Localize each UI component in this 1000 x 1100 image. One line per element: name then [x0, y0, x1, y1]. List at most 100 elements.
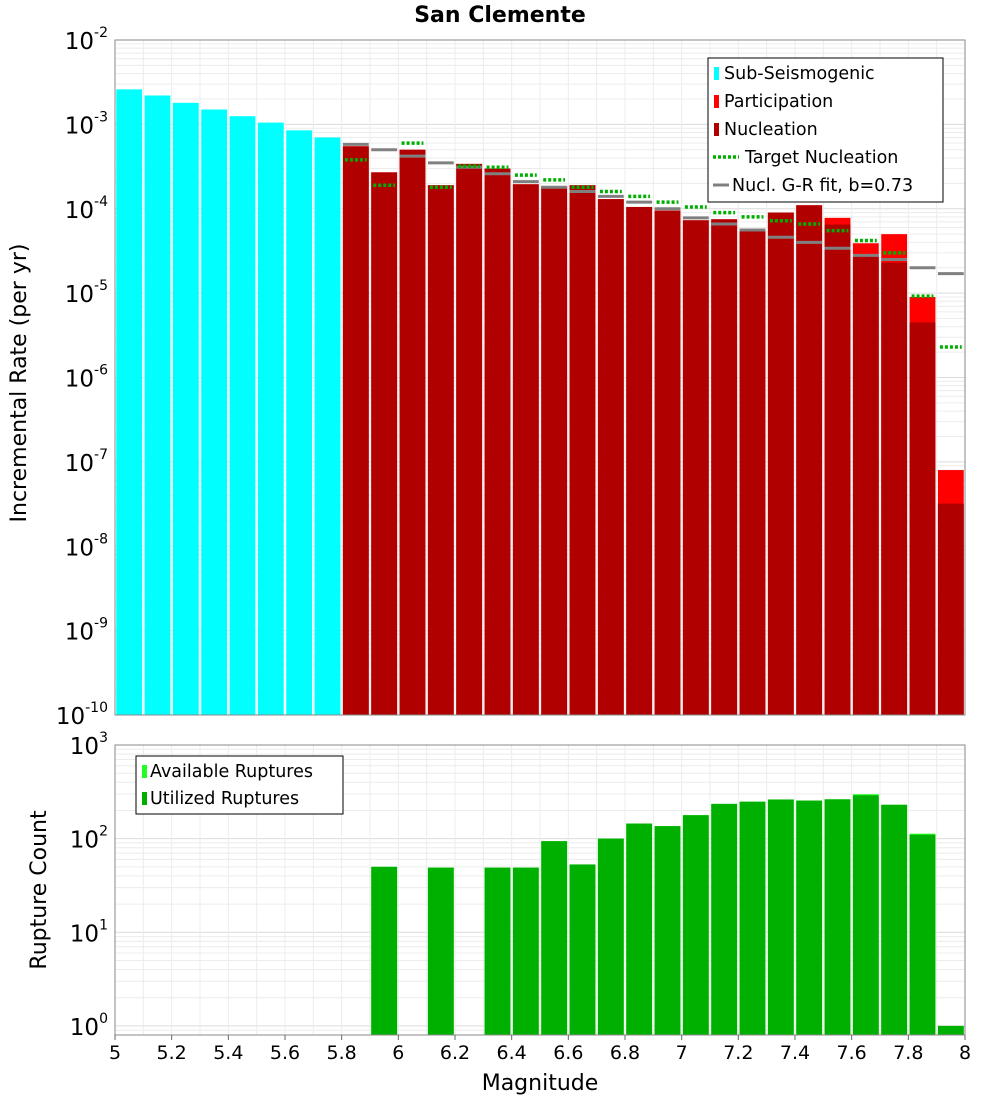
utilized-ruptures-bar: [739, 801, 766, 1035]
tick-base: 10: [65, 113, 94, 139]
chart-title: San Clemente: [414, 3, 586, 28]
tick-exponent: -3: [94, 109, 108, 125]
utilized-ruptures-bar: [909, 834, 936, 1035]
tick-base: 10: [56, 704, 85, 730]
tick-base: 10: [65, 451, 94, 477]
rate-y-tick-label: 10-9: [65, 616, 108, 646]
x-tick-label: 7.2: [723, 1042, 753, 1064]
tick-exponent: 3: [99, 730, 108, 746]
tick-base: 10: [65, 367, 94, 393]
tick-exponent: 0: [99, 1011, 108, 1027]
utilized-ruptures-bar: [597, 838, 624, 1035]
nucleation-bar: [937, 503, 964, 715]
nucleation-bar: [767, 212, 794, 716]
sub-seismogenic-bar: [286, 130, 313, 716]
legend-label: Utilized Ruptures: [150, 789, 299, 809]
rupture-y-tick-label: 102: [70, 824, 108, 854]
sub-seismogenic-bar: [257, 122, 284, 715]
x-tick-label: 7.8: [893, 1042, 923, 1064]
rate-y-axis-label: Incremental Rate (per yr): [7, 244, 32, 523]
x-tick-label: 6: [392, 1042, 404, 1064]
utilized-ruptures-bar: [682, 815, 709, 1035]
tick-base: 10: [65, 535, 94, 561]
nucleation-bar: [711, 219, 738, 716]
tick-base: 10: [65, 29, 94, 55]
legend-label: Target Nucleation: [744, 148, 898, 168]
tick-exponent: -6: [94, 363, 108, 379]
tick-exponent: 2: [99, 824, 108, 840]
legend-label: Participation: [724, 92, 833, 112]
rate-y-ticks: 10-210-310-410-510-610-710-810-910-10: [56, 25, 108, 730]
x-tick-label: 5: [109, 1042, 121, 1064]
utilized-ruptures-bar: [484, 867, 511, 1035]
utilized-ruptures-bar: [371, 866, 398, 1035]
nucleation-bar: [484, 168, 511, 715]
legend-swatch: [714, 95, 719, 108]
rupture-grid: [114, 745, 966, 1036]
tick-exponent: 1: [99, 917, 108, 933]
utilized-ruptures-bar: [711, 803, 738, 1035]
nucleation-bar: [796, 205, 823, 715]
tick-base: 10: [70, 828, 99, 854]
legend-swatch: [714, 67, 719, 80]
rate-legend: Sub-Seismogenic Participation Nucleation Ta…: [707, 57, 944, 203]
tick-base: 10: [70, 1015, 99, 1041]
nucleation-bar: [909, 322, 936, 715]
magnitude-x-ticks: 5 5.2 5.4 5.6 5.8 6 6.2 6.4 6.6 6.8 7 7.2 7.4 7.6 7.8 8: [109, 1035, 971, 1064]
rupture-y-tick-label: 100: [70, 1011, 108, 1041]
sub-seismogenic-bar: [116, 89, 143, 715]
rate-y-tick-label: 10-2: [65, 25, 108, 55]
rate-y-tick-label: 10-10: [56, 700, 108, 730]
utilized-ruptures-bar: [881, 804, 908, 1035]
tick-exponent: -4: [94, 194, 108, 210]
nucleation-bar: [371, 172, 398, 715]
x-tick-label: 6.4: [497, 1042, 527, 1064]
rate-panel: 10-210-310-410-510-610-710-810-910-10 Sa…: [7, 3, 966, 730]
rate-y-tick-label: 10-5: [65, 278, 108, 308]
nucleation-bar: [881, 262, 908, 715]
rupture-y-tick-label: 103: [70, 730, 108, 760]
rupture-y-tick-label: 101: [70, 917, 108, 947]
legend-label: Nucleation: [724, 120, 818, 140]
nucleation-bar: [597, 199, 624, 715]
rupture-plot-border: [114, 744, 966, 1036]
x-tick-label: 6.6: [553, 1042, 583, 1064]
x-tick-label: 7: [676, 1042, 688, 1064]
legend-swatch: [714, 123, 719, 136]
utilized-ruptures-bar: [767, 799, 794, 1035]
tick-base: 10: [70, 921, 99, 947]
x-tick-label: 6.2: [440, 1042, 470, 1064]
sub-seismogenic-bar: [314, 137, 341, 716]
utilized-ruptures-bar: [654, 826, 681, 1035]
nucleation-bar: [512, 184, 539, 716]
utilized-ruptures-bar: [626, 823, 653, 1035]
legend-label: Sub-Seismogenic: [724, 64, 875, 84]
rupture-legend-box: [135, 755, 344, 815]
utilized-ruptures-bar: [796, 800, 823, 1035]
sub-seismogenic-bar: [201, 109, 228, 715]
rate-y-tick-label: 10-6: [65, 363, 108, 393]
x-tick-label: 5.4: [213, 1042, 243, 1064]
legend-swatch: [142, 765, 147, 778]
tick-exponent: -9: [94, 616, 108, 632]
x-axis-label: Magnitude: [482, 1071, 599, 1096]
utilized-ruptures-bar: [569, 864, 596, 1035]
utilized-ruptures-bar: [852, 795, 879, 1035]
legend-label: Available Ruptures: [150, 762, 313, 782]
sub-seismogenic-bar: [172, 102, 199, 716]
tick-base: 10: [65, 620, 94, 646]
x-tick-label: 8: [959, 1042, 971, 1064]
utilized-ruptures-bar: [541, 841, 568, 1035]
tick-base: 10: [65, 198, 94, 224]
tick-base: 10: [65, 282, 94, 308]
utilized-ruptures-bar: [512, 867, 539, 1035]
nucleation-bar: [541, 186, 568, 715]
utilized-ruptures-bar: [824, 799, 851, 1035]
tick-exponent: -7: [94, 447, 108, 463]
x-tick-label: 7.6: [837, 1042, 867, 1064]
rate-bars: [116, 89, 964, 716]
utilized-ruptures-bar: [427, 867, 454, 1035]
rate-y-tick-label: 10-7: [65, 447, 108, 477]
